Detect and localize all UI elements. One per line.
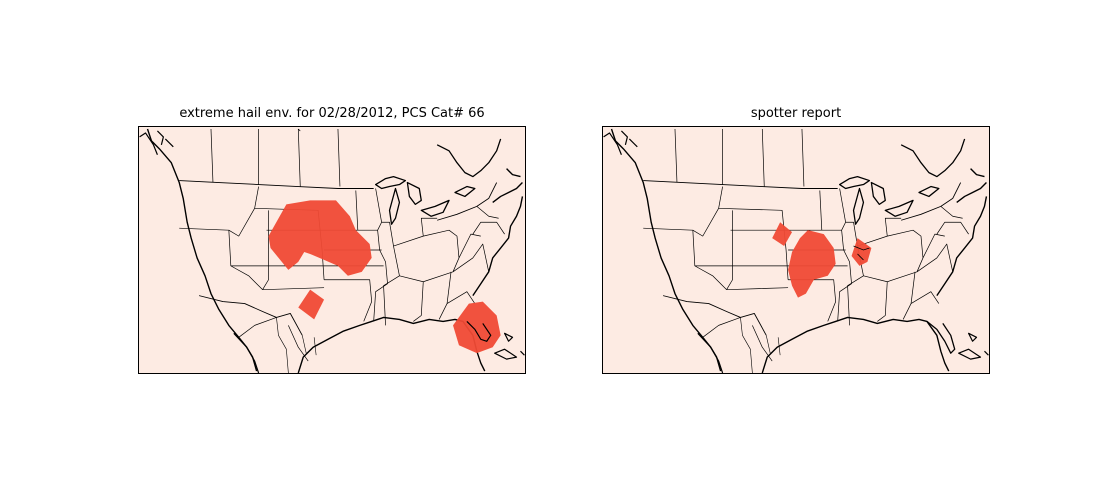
florida-region xyxy=(453,301,501,354)
right-map-svg xyxy=(603,128,989,373)
east-coast-line xyxy=(936,196,988,297)
left-map-title: extreme hail env. for 02/28/2012, PCS Ca… xyxy=(179,106,485,121)
mexico-west-coast xyxy=(233,332,260,373)
right-map-title: spotter report xyxy=(750,106,842,121)
hudson-bay-coast xyxy=(900,138,966,178)
kentucky-region xyxy=(851,238,872,266)
hudson-bay-coast xyxy=(436,138,502,178)
kansas-region xyxy=(788,230,836,298)
hail-regions xyxy=(268,200,501,354)
gulf-coast-line xyxy=(761,316,950,373)
mexico-states xyxy=(276,317,317,373)
new-england-coast xyxy=(956,168,987,203)
west-coast-line xyxy=(146,128,258,372)
mexico-west-coast xyxy=(697,332,724,373)
canada-coast-line xyxy=(139,130,174,155)
report-regions xyxy=(772,222,872,298)
left-map-svg xyxy=(139,128,525,373)
great-lakes xyxy=(375,175,476,225)
caribbean-islands xyxy=(494,332,525,360)
kentucky-outline xyxy=(853,245,870,261)
canada-coast-line xyxy=(603,130,638,155)
map-basemap xyxy=(603,128,989,373)
canada-provinces xyxy=(210,128,341,187)
west-coast-line xyxy=(610,128,722,372)
new-mexico-region xyxy=(298,289,325,320)
new-england-coast xyxy=(492,168,523,203)
map-basemap xyxy=(139,128,525,373)
canada-provinces xyxy=(674,128,805,187)
left-map xyxy=(138,126,526,374)
florida-overlay xyxy=(466,320,492,342)
florida-peninsula xyxy=(926,320,956,354)
caribbean-islands xyxy=(958,332,989,360)
us-mexico-border xyxy=(662,295,767,336)
right-map xyxy=(602,126,990,374)
us-mexico-border xyxy=(198,295,303,336)
colorado-region xyxy=(772,222,793,247)
central-plains-region xyxy=(268,200,372,276)
east-coast-line xyxy=(472,196,524,297)
mexico-states xyxy=(740,317,781,373)
great-lakes xyxy=(839,175,940,225)
